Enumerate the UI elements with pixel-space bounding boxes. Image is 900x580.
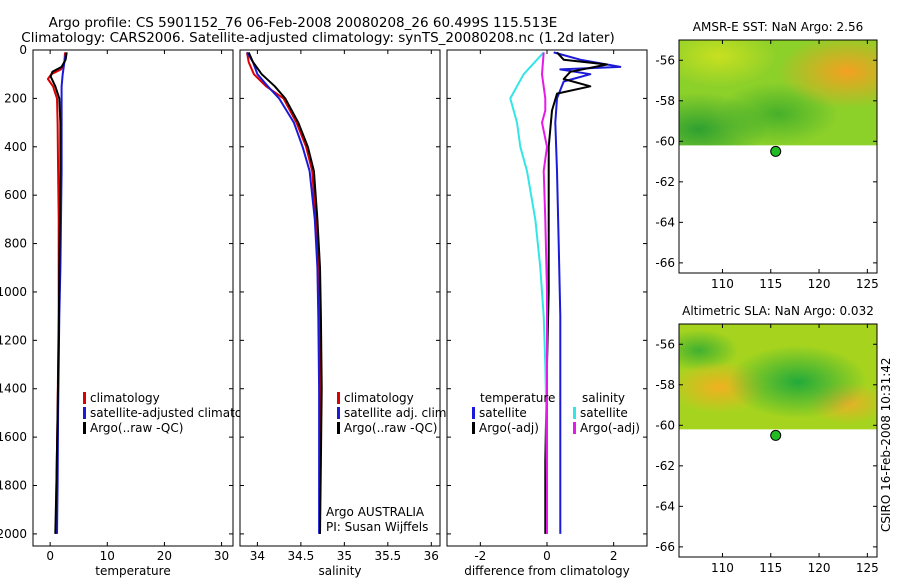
heatmap-shade [679, 324, 877, 430]
y-tick-label: -64 [655, 499, 675, 513]
legend-swatch-blue [83, 407, 86, 419]
legend-item-satellite-adjusted: satellite adj. clim. [344, 406, 450, 420]
x-tick-label: 110 [711, 561, 734, 575]
y-tick-label: -58 [655, 378, 675, 392]
series-line-magenta [541, 52, 548, 534]
heatmap-shade [679, 40, 877, 146]
x-tick-label: 120 [808, 277, 831, 291]
x-tick-label: 34 [250, 549, 265, 563]
legend-swatch-cyan [573, 407, 576, 419]
salinity-panel: 34 34.5 35 35.5 36 salinity climatologysatelli… [239, 49, 450, 578]
legend-item-climatology: climatology [90, 391, 160, 405]
x-tick-label: 35 [337, 549, 352, 563]
y-tick-label: -58 [655, 94, 675, 108]
legend-swatch-red [83, 392, 86, 404]
legend-title-temperature: temperature [480, 391, 555, 405]
y-tick-label: -66 [655, 256, 675, 270]
x-tick-label: 36 [424, 549, 439, 563]
y-tick-label: 1000 [0, 285, 27, 299]
legend-swatch-red [337, 392, 340, 404]
x-tick-label: 35.5 [374, 549, 401, 563]
series-line-blue [553, 51, 622, 534]
map-frame [678, 39, 878, 274]
x-tick-label: 20 [157, 549, 172, 563]
series-line-blue [246, 51, 321, 534]
y-tick-label: 200 [4, 91, 27, 105]
argo-position-marker [770, 429, 782, 441]
y-tick-label: 400 [4, 140, 27, 154]
y-tick-label: -64 [655, 215, 675, 229]
y-tick-label: -66 [655, 540, 675, 554]
sla-map-panel: Altimetric SLA: NaN Argo: 0.032 110 115 120… [655, 304, 878, 575]
legend-item-argo: Argo(..raw -QC) [90, 421, 183, 435]
plot-frame [32, 49, 234, 547]
legend-swatch-black [472, 422, 475, 434]
map-title: Altimetric SLA: NaN Argo: 0.032 [682, 304, 874, 318]
x-tick-label: 34.5 [288, 549, 315, 563]
legend-item-climatology: climatology [344, 391, 414, 405]
plot-frame [239, 49, 441, 547]
series-line-black [49, 52, 68, 534]
title-line-2: Climatology: CARS2006. Satellite-adjuste… [21, 30, 614, 46]
y-tick-label: -60 [655, 134, 675, 148]
legend-swatch-black [83, 422, 86, 434]
argo-position-marker [770, 145, 782, 157]
legend-item-temp-satellite: satellite [479, 406, 527, 420]
legend-item-satellite-adjusted: satellite-adjusted climatology [90, 406, 268, 420]
title-line-1: Argo profile: CS 5901152_76 06-Feb-2008 … [49, 15, 558, 31]
y-tick-label: -60 [655, 418, 675, 432]
x-tick-label: 0 [46, 549, 54, 563]
legend-swatch-blue [337, 407, 340, 419]
legend-item-sal-argo: Argo(-adj) [580, 421, 640, 435]
x-tick-label: 120 [808, 561, 831, 575]
y-tick-label: 1600 [0, 430, 27, 444]
x-tick-label: 125 [856, 561, 879, 575]
x-axis-label: temperature [95, 564, 170, 578]
timestamp-label: CSIRO 16-Feb-2008 10:31:42 [879, 357, 893, 532]
x-axis-label: salinity [318, 564, 361, 578]
x-tick-label: 115 [759, 561, 782, 575]
y-tick-label: 1200 [0, 333, 27, 347]
legend-item-temp-argo: Argo(-adj) [479, 421, 539, 435]
y-tick-label: 1800 [0, 479, 27, 493]
map-title: AMSR-E SST: NaN Argo: 2.56 [693, 20, 863, 34]
y-tick-label: -62 [655, 175, 675, 189]
annotation-line-1: Argo AUSTRALIA [326, 505, 425, 519]
temperature-panel: 0 10 20 30 0 200 400 600 800 1000 1200 1400 1600 1800… [0, 43, 268, 578]
x-tick-label: 2 [610, 549, 618, 563]
legend-title-salinity: salinity [582, 391, 625, 405]
annotation-line-2: PI: Susan Wijffels [326, 520, 428, 534]
sst-map-panel: AMSR-E SST: NaN Argo: 2.56 110 115 120 125 -5… [655, 20, 878, 291]
x-tick-label: 110 [711, 277, 734, 291]
x-tick-label: 10 [100, 549, 115, 563]
x-tick-label: 125 [856, 277, 879, 291]
y-tick-label: 2000 [0, 527, 27, 541]
x-tick-label: 30 [214, 549, 229, 563]
y-tick-label: 0 [19, 43, 27, 57]
legend-item-argo: Argo(..raw -QC) [344, 421, 437, 435]
y-tick-label: 800 [4, 237, 27, 251]
legend-item-sal-satellite: satellite [580, 406, 628, 420]
legend-swatch-black [337, 422, 340, 434]
x-tick-label: -2 [474, 549, 486, 563]
y-tick-label: -62 [655, 459, 675, 473]
series-line-black [247, 51, 323, 534]
y-tick-label: -56 [655, 337, 675, 351]
x-tick-label: 115 [759, 277, 782, 291]
map-frame [678, 323, 878, 558]
legend-swatch-magenta [573, 422, 576, 434]
y-tick-label: 600 [4, 188, 27, 202]
x-axis-label: difference from climatology [464, 564, 630, 578]
y-tick-label: -56 [655, 53, 675, 67]
legend-swatch-blue [472, 407, 475, 419]
x-tick-label: 0 [543, 549, 551, 563]
y-tick-label: 1400 [0, 382, 27, 396]
